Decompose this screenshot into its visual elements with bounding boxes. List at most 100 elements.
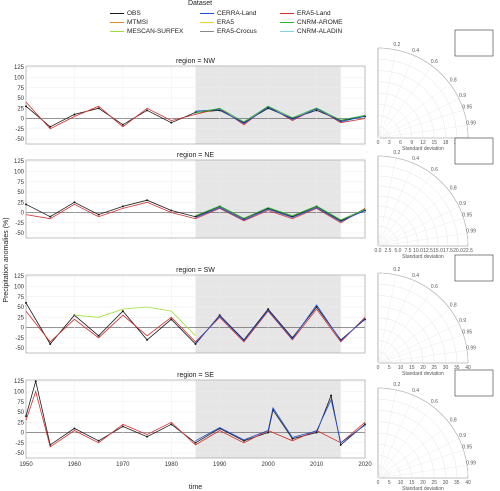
taylor-std-arc [377, 70, 446, 139]
y-tick-label: 75 [17, 295, 24, 301]
obs-point [267, 308, 270, 311]
y-tick-label: 25 [17, 106, 24, 112]
taylor-corr-ray [377, 157, 397, 247]
taylor-corr-ray [377, 323, 460, 364]
taylor-axis-label: Standard deviation [402, 254, 444, 260]
taylor-outer-arc [377, 387, 469, 479]
taylor-corr-ray [377, 395, 415, 479]
taylor-x-tick: 18 [443, 140, 449, 146]
taylor-std-arc [377, 165, 459, 247]
taylor-corr-ray [377, 290, 433, 364]
taylor-x-tick: 20 [420, 365, 426, 371]
taylor-std-arc [377, 399, 457, 479]
taylor-std-arc [377, 59, 457, 139]
taylor-std-arc [377, 47, 469, 139]
series-line-cerra-land [195, 106, 366, 124]
taylor-corr-label: 0.6 [431, 399, 438, 405]
taylor-corr-ray [377, 173, 433, 247]
obs-point [25, 203, 27, 206]
y-tick-label: 0 [21, 117, 25, 123]
y-tick-label: 25 [17, 315, 24, 321]
taylor-std-arc [377, 126, 390, 139]
obs-point [49, 342, 52, 345]
taylor-corr-label: 0.4 [412, 273, 419, 279]
chart-legend: Dataset OBS CERRA-Land ERA5-Land MTMSI ERA5 C… [60, 0, 343, 42]
x-tick-label: 1960 [68, 462, 82, 468]
taylor-x-tick: 20 [420, 480, 426, 486]
obs-point [73, 113, 76, 116]
plot-frame [25, 65, 366, 145]
series-line-cerra-land [195, 304, 366, 344]
taylor-corr-ray [377, 334, 464, 364]
y-tick-label: -25 [15, 441, 24, 447]
y-tick-label: 25 [17, 420, 24, 426]
taylor-corr-ray [377, 233, 468, 247]
legend-label: ERA5 [217, 19, 234, 26]
legend-item-era5-crocus: ERA5-Crocus [200, 28, 257, 36]
taylor-x-tick: 17.5 [443, 248, 453, 254]
taylor-outer-arc [377, 155, 469, 247]
taylor-std-arc [377, 272, 469, 364]
taylor-corr-label: 0.8 [450, 418, 457, 424]
panel-title: region = SE [177, 372, 214, 379]
taylor-corr-ray [377, 274, 397, 364]
y-tick-label: 75 [17, 180, 24, 186]
obs-point [25, 415, 27, 418]
panel-title: region = NE [177, 152, 214, 159]
taylor-corr-label: 0.2 [393, 267, 400, 273]
taylor-std-arc [377, 235, 389, 247]
taylor-std-arc [377, 455, 401, 479]
legend-item-era5: ERA5 [200, 19, 234, 27]
taylor-corr-label: 0.4 [412, 388, 419, 394]
taylor-std-arc [377, 444, 412, 479]
taylor-corr-ray [377, 125, 468, 139]
obs-point [315, 431, 318, 434]
series-line-mescan-surfex [74, 306, 196, 337]
taylor-std-arc [377, 175, 449, 247]
obs-point [121, 310, 124, 313]
taylor-x-tick: 35 [454, 365, 460, 371]
taylor-x-tick: 10.0 [413, 248, 423, 254]
panel-title: region = SW [176, 267, 215, 274]
x-tick-label: 2020 [358, 462, 372, 468]
legend-label: ERA5-Land [297, 10, 331, 17]
obs-point [364, 423, 366, 426]
taylor-corr-ray [377, 98, 460, 139]
legend-swatch [110, 21, 124, 23]
y-tick-label: 0 [21, 211, 25, 217]
taylor-std-arc [377, 215, 409, 247]
taylor-corr-label: 0.99 [466, 461, 476, 467]
taylor-std-arc [377, 295, 446, 364]
taylor-corr-ray [377, 465, 468, 479]
taylor-std-arc [377, 421, 435, 479]
taylor-std-arc [377, 205, 419, 247]
y-tick-label: -25 [15, 221, 24, 227]
taylor-corr-ray [377, 280, 415, 364]
y-tick-label: -50 [15, 137, 24, 143]
x-tick-label: 1970 [116, 462, 130, 468]
taylor-x-tick: 15 [409, 365, 415, 371]
taylor-x-tick: 40 [465, 480, 471, 486]
taylor-std-arc [377, 351, 390, 364]
region-map [454, 29, 494, 57]
taylor-std-arc [377, 225, 399, 247]
legend-label: MTMSI [127, 19, 148, 26]
obs-point [97, 107, 100, 110]
obs-point [330, 394, 333, 397]
obs-point [97, 439, 100, 442]
obs-point [49, 215, 52, 218]
taylor-x-tick: 5 [388, 480, 391, 486]
taylor-corr-label: 0.6 [431, 59, 438, 65]
series-line-cnrm-arome [195, 105, 366, 123]
legend-swatch [200, 21, 214, 23]
taylor-std-arc [377, 387, 469, 479]
taylor-std-arc [377, 92, 424, 139]
legend-label: MESCAN-SURFEX [127, 28, 184, 35]
series-line-cnrm-arome [195, 205, 366, 221]
taylor-x-tick: 0 [377, 480, 380, 486]
taylor-corr-label: 0.4 [412, 156, 419, 162]
taylor-x-tick: 5 [388, 365, 391, 371]
plot-frame [25, 274, 366, 354]
legend-swatch [200, 30, 214, 32]
taylor-x-tick: 3 [388, 140, 391, 146]
